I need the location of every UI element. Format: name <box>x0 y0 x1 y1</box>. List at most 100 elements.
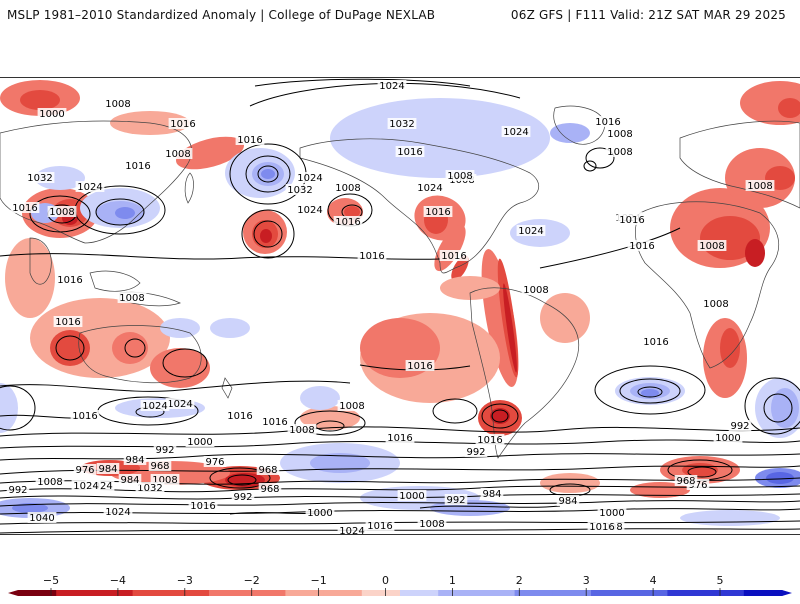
colorbar-svg: −5 −4 −3 −2 −1 0 1 2 3 4 5 <box>8 574 792 596</box>
isobar-label: 992 <box>155 445 174 456</box>
isobar-label-bg <box>123 454 147 465</box>
isobar <box>227 474 257 486</box>
isobar-label: 984 <box>98 464 117 475</box>
negative-anomaly-area <box>150 348 210 388</box>
isobar-label-bg <box>285 184 315 195</box>
positive-anomaly-area <box>430 500 510 516</box>
isobar-label: 1008 <box>49 207 74 218</box>
isobar-label: 1016 <box>397 147 422 158</box>
isobar-label-bg <box>464 446 488 457</box>
isobar-label: 992 <box>730 421 749 432</box>
colorbar-segment <box>247 590 286 596</box>
isobar <box>0 520 800 525</box>
coastlines <box>0 105 800 459</box>
colorbar-segment <box>705 590 745 596</box>
isobar-label-bg <box>75 181 105 192</box>
colorbar-segment <box>438 590 477 596</box>
isobar-label-bg <box>55 274 85 285</box>
isobar-label: 1016 <box>190 501 215 512</box>
negative-anomaly-area <box>725 148 795 208</box>
coastline <box>635 201 779 369</box>
isobar-label-bg <box>150 474 180 485</box>
colorbar-tick-label: 4 <box>650 574 657 587</box>
isobar-label-bg <box>231 491 255 502</box>
model-valid-time: 06Z GFS | F111 Valid: 21Z SAT MAR 29 202… <box>510 8 786 22</box>
isobar-label: 976 <box>205 457 224 468</box>
isobar-label: 1008 <box>699 241 724 252</box>
isobar-label: 1016 <box>367 521 392 532</box>
isobar <box>432 398 478 424</box>
isobar-label-bg <box>415 182 445 193</box>
isobar <box>29 195 91 233</box>
isobar-label-bg <box>235 134 265 145</box>
isobar-label-bg <box>475 434 505 445</box>
negative-anomaly-area <box>745 239 765 267</box>
isobar-label-bg <box>96 463 120 474</box>
isobar <box>481 403 519 429</box>
map-title: MSLP 1981–2010 Standardized Anomaly | Co… <box>7 8 436 22</box>
isobar-label: 1008 <box>447 171 472 182</box>
isobar-label: 1016 <box>643 337 668 348</box>
isobar-label-bg <box>593 116 623 127</box>
isobar <box>249 82 521 107</box>
isobar-label: 1000 <box>307 508 332 519</box>
isobar-label: 1024 <box>77 182 102 193</box>
anomaly-colorbar: −5 −4 −3 −2 −1 0 1 2 3 4 5 <box>0 572 800 600</box>
isobar-label: 984 <box>558 496 577 507</box>
isobar-label: 968 <box>676 476 695 487</box>
isobar-label: 1008 <box>289 425 314 436</box>
isobar-label: 1024 <box>518 226 543 237</box>
positive-anomaly-area <box>771 388 799 428</box>
colorbar-segment <box>56 590 95 596</box>
isobar-label-bg <box>728 420 752 431</box>
isobar-label: 1008 <box>607 147 632 158</box>
isobar-label-bg <box>148 460 172 471</box>
isobar-label-bg <box>397 490 427 501</box>
isobar-label: 1008 <box>165 149 190 160</box>
isobar-label: 976 <box>75 465 94 476</box>
isobar-label-bg <box>10 202 40 213</box>
isobar-label-bg <box>597 507 627 518</box>
isobar-label-bg <box>140 400 170 411</box>
isobar-label-bg <box>713 432 743 443</box>
isobar-label-bg <box>701 298 731 309</box>
isobar-label: 1024 <box>142 401 167 412</box>
isobar-label-bg <box>387 118 417 129</box>
isobar-label: 1024 <box>297 205 322 216</box>
negative-anomaly-area <box>260 229 272 243</box>
isobar-label: 1008 <box>335 183 360 194</box>
isobar-label: 1008 <box>607 129 632 140</box>
isobar-label-bg <box>423 206 453 217</box>
isobar <box>0 439 800 449</box>
isobar-label: 1008 <box>37 477 62 488</box>
colorbar-segment <box>667 590 707 596</box>
isobar-label: 1008 <box>119 293 144 304</box>
negative-anomaly-area <box>503 283 517 373</box>
isobar <box>257 165 279 183</box>
negative-anomaly-area <box>540 293 590 343</box>
isobar-label-bg <box>377 80 407 91</box>
isobar-label: 1016 <box>359 251 384 262</box>
coastline <box>0 120 192 244</box>
negative-anomaly-area <box>720 328 740 368</box>
isobar-label: 1000 <box>399 491 424 502</box>
isobar-label: 1016 <box>595 117 620 128</box>
isobar-label-bg <box>71 480 101 491</box>
isobar-label-bg <box>103 506 133 517</box>
isobar-label-bg <box>674 475 698 486</box>
isobar <box>585 147 615 169</box>
isobar-label: 1000 <box>39 109 64 120</box>
isobar-label-bg <box>501 126 531 137</box>
negative-anomaly-area <box>440 276 500 300</box>
coastline <box>469 287 579 459</box>
positive-anomaly-area <box>115 207 135 219</box>
negative-anomaly-area <box>30 298 170 378</box>
colorbar-min-arrow <box>8 590 18 596</box>
isobar-label-bg <box>641 336 671 347</box>
isobar-label: 1024 <box>503 127 528 138</box>
map-canvas: 1016102410081016100010161008101610321024… <box>0 78 800 534</box>
isobar-label: 1016 <box>170 119 195 130</box>
positive-anomaly-area <box>310 453 370 473</box>
isobar-label-bg <box>25 172 55 183</box>
isobar-label-bg <box>37 108 67 119</box>
